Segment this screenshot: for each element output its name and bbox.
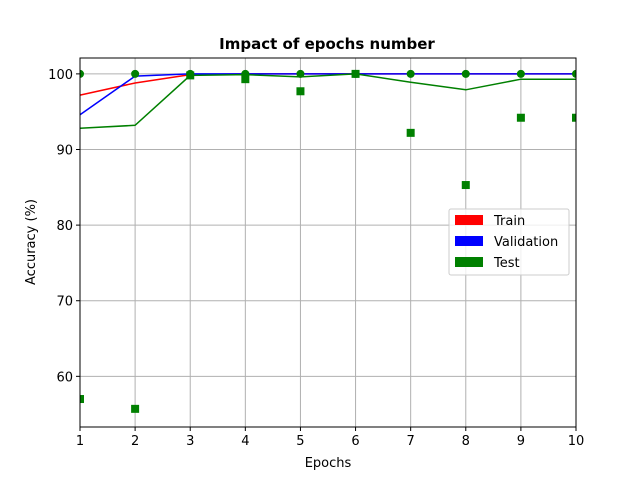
test-square-marker	[572, 113, 576, 122]
x-tick-label: 9	[517, 434, 525, 449]
series-line-train	[79, 73, 576, 96]
series-line-test	[79, 73, 576, 130]
test-square-marker	[241, 75, 250, 84]
validation-circle-marker	[572, 69, 576, 78]
legend-swatch-train	[455, 215, 483, 225]
validation-circle-marker	[186, 69, 195, 78]
validation-circle-marker	[351, 69, 360, 78]
validation-circle-marker	[296, 69, 305, 78]
markers	[80, 69, 576, 413]
validation-circle-marker	[131, 69, 140, 78]
test-square-marker	[131, 404, 140, 413]
y-tick-label: 70	[56, 295, 73, 310]
x-tick-label: 2	[131, 434, 139, 449]
series-lines	[79, 73, 576, 130]
x-tick-label: 1	[76, 434, 84, 449]
x-tick-label: 6	[351, 434, 359, 449]
x-axis-label: Epochs	[305, 456, 352, 471]
y-tick-label: 90	[56, 143, 73, 158]
ticks: 1 2 3 4 5 6 7 8 9 10 60 70 80 90 100	[48, 68, 584, 449]
test-square-marker	[80, 395, 84, 404]
x-tick-label: 5	[296, 434, 304, 449]
legend-swatch-validation	[455, 236, 483, 246]
validation-circle-marker	[80, 69, 84, 78]
x-tick-label: 8	[462, 434, 470, 449]
test-square-marker	[461, 181, 470, 190]
y-tick-label: 80	[56, 219, 73, 234]
y-tick-label: 100	[48, 68, 73, 83]
legend: Train Validation Test	[448, 208, 570, 276]
plot-frame	[79, 57, 577, 428]
y-tick-label: 60	[56, 370, 73, 385]
x-tick-label: 10	[568, 434, 585, 449]
x-tick-label: 3	[186, 434, 194, 449]
legend-label-validation: Validation	[494, 235, 558, 250]
test-square-marker	[296, 87, 305, 96]
series-line-validation	[79, 73, 576, 116]
chart-title: Impact of epochs number	[219, 35, 435, 53]
y-axis-label: Accuracy (%)	[24, 199, 39, 285]
test-square-marker	[516, 113, 525, 122]
legend-swatch-test	[455, 257, 483, 267]
test-square-marker	[406, 128, 415, 137]
legend-label-train: Train	[493, 214, 525, 229]
x-tick-label: 7	[407, 434, 415, 449]
validation-circle-marker	[241, 69, 250, 78]
validation-circle-marker	[461, 69, 470, 78]
legend-label-test: Test	[493, 256, 520, 271]
x-tick-label: 4	[241, 434, 249, 449]
validation-circle-marker	[516, 69, 525, 78]
validation-circle-marker	[406, 69, 415, 78]
